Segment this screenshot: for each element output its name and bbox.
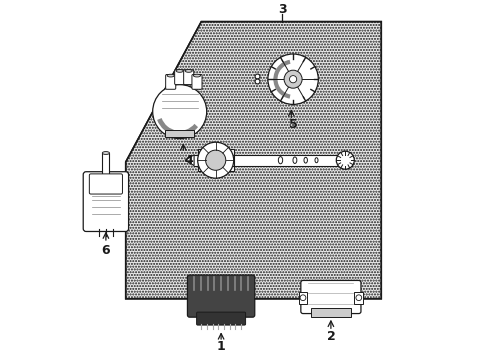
Bar [165,130,194,137]
FancyBboxPatch shape [183,70,193,85]
Bar [197,149,233,171]
Circle shape [300,295,305,301]
Ellipse shape [167,74,174,77]
Circle shape [197,142,233,178]
FancyBboxPatch shape [89,174,122,194]
FancyBboxPatch shape [192,75,202,89]
Ellipse shape [304,157,307,163]
Text: 6: 6 [102,244,110,257]
FancyBboxPatch shape [83,172,128,231]
Text: 1: 1 [216,340,225,353]
Bar [310,308,350,317]
Polygon shape [185,155,194,166]
Circle shape [336,151,354,169]
Bar [102,153,109,175]
Text: 3: 3 [277,3,286,15]
Circle shape [289,76,296,83]
Text: 4: 4 [184,154,193,167]
Circle shape [152,85,206,139]
Ellipse shape [278,157,282,164]
FancyBboxPatch shape [300,280,360,314]
Circle shape [205,150,225,170]
FancyBboxPatch shape [174,70,184,85]
Text: 5: 5 [288,118,297,131]
Ellipse shape [176,69,183,72]
FancyBboxPatch shape [165,75,175,89]
Polygon shape [125,22,381,299]
Text: 2: 2 [326,330,335,343]
Ellipse shape [185,69,192,72]
Ellipse shape [102,152,109,154]
Bar [298,292,306,304]
Ellipse shape [292,157,296,163]
Ellipse shape [314,158,317,163]
Circle shape [284,70,302,88]
Ellipse shape [193,74,200,77]
FancyBboxPatch shape [196,312,245,325]
FancyBboxPatch shape [187,275,254,317]
Circle shape [355,295,361,301]
Bar [354,292,363,304]
Circle shape [267,54,318,104]
